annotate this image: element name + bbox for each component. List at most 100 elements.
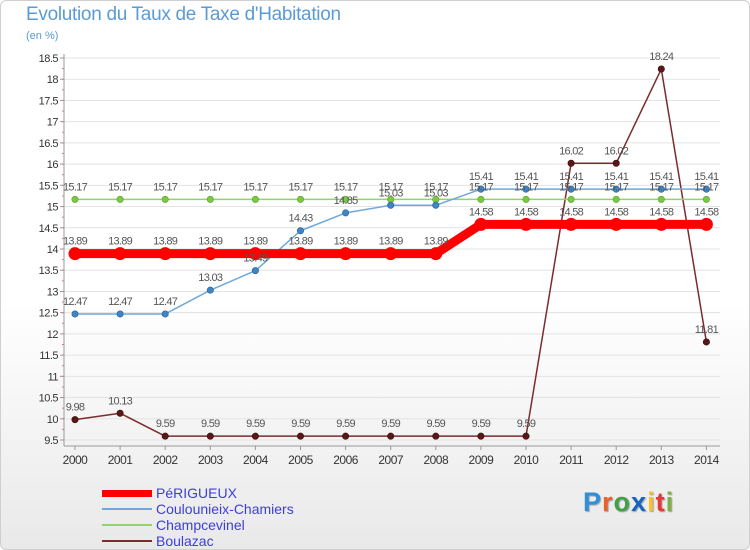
data-label-coulounieix-chamiers: 15.41: [514, 171, 539, 183]
proxiti-logo: Proxiti: [583, 487, 674, 518]
y-tick-label: 10: [47, 414, 59, 426]
x-tick-label: 2007: [378, 453, 404, 467]
data-label-coulounieix-chamiers: 15.41: [604, 171, 629, 183]
y-tick-label: 15.5: [39, 180, 59, 192]
y-tick-label: 14.5: [39, 223, 59, 235]
data-label-coulounieix-chamiers: 15.41: [649, 171, 674, 183]
data-label-champcevinel: 15.17: [198, 181, 223, 193]
data-point-champcevinel: [477, 195, 485, 203]
chart-title: Evolution du Taux de Taxe d'Habitation: [26, 4, 341, 25]
data-point-champcevinel: [116, 195, 124, 203]
data-point-perigueux: [294, 247, 307, 261]
data-label-perigueux: 13.89: [108, 236, 133, 248]
y-tick-label: 13: [47, 286, 59, 298]
data-point-perigueux: [654, 217, 668, 231]
data-label-champcevinel: 15.17: [559, 181, 584, 193]
x-tick-label: 2013: [649, 453, 675, 467]
data-point-perigueux: [203, 247, 217, 261]
x-tick-label: 2012: [604, 453, 630, 467]
y-tick-label: 18: [47, 74, 59, 86]
data-label-perigueux: 13.89: [63, 236, 88, 248]
y-tick-label: 12.5: [39, 308, 59, 320]
data-label-champcevinel: 15.17: [63, 181, 88, 193]
data-label-coulounieix-chamiers: 14.85: [334, 195, 359, 207]
data-point-coulounieix-chamiers: [702, 185, 710, 193]
data-point-champcevinel: [71, 195, 79, 203]
data-label-coulounieix-chamiers: 15.41: [469, 171, 494, 183]
data-label-boulazac: 16.02: [559, 145, 584, 157]
data-label-perigueux: 13.89: [153, 236, 178, 248]
x-tick-label: 2000: [63, 453, 89, 467]
y-tick-label: 14: [47, 244, 59, 256]
logo-letter: i: [647, 487, 656, 517]
data-label-champcevinel: 15.17: [288, 181, 313, 193]
data-point-coulounieix-chamiers: [387, 201, 395, 209]
data-label-boulazac: 9.59: [426, 418, 445, 430]
data-point-champcevinel: [612, 195, 620, 203]
x-tick-label: 2001: [108, 453, 134, 467]
x-tick-label: 2006: [333, 453, 359, 467]
data-label-coulounieix-chamiers: 12.47: [153, 296, 178, 308]
legend-swatch-champcevinel: [102, 524, 152, 526]
legend-item-coulounieix-chamiers: Coulounieix-Chamiers: [102, 501, 362, 517]
data-label-perigueux: 14.58: [604, 206, 629, 218]
data-point-perigueux: [564, 217, 578, 231]
data-point-boulazac: [477, 432, 485, 440]
data-point-coulounieix-chamiers: [612, 185, 620, 193]
data-point-boulazac: [432, 432, 440, 440]
x-tick-label: 2010: [514, 453, 540, 467]
data-point-coulounieix-chamiers: [432, 201, 440, 209]
data-label-perigueux: 14.58: [469, 206, 494, 218]
data-label-champcevinel: 15.17: [379, 181, 404, 193]
data-label-perigueux: 14.58: [649, 206, 674, 218]
data-label-boulazac: 9.59: [201, 418, 220, 430]
data-point-perigueux: [339, 247, 353, 261]
y-tick-label: 11: [48, 371, 59, 383]
logo-letter: r: [602, 487, 614, 517]
data-point-boulazac: [251, 432, 259, 440]
data-label-coulounieix-chamiers: 15.03: [424, 187, 449, 199]
data-label-boulazac: 9.59: [291, 418, 310, 430]
unit-label: (en %): [26, 30, 59, 42]
data-point-coulounieix-chamiers: [342, 209, 350, 217]
data-point-perigueux: [474, 217, 488, 231]
data-label-boulazac: 9.59: [336, 418, 355, 430]
x-tick-label: 2014: [694, 453, 720, 467]
data-point-champcevinel: [161, 195, 169, 203]
data-point-coulounieix-chamiers: [206, 286, 214, 294]
data-point-perigueux: [248, 247, 262, 261]
data-point-perigueux: [609, 217, 623, 231]
data-label-boulazac: 18.24: [649, 51, 674, 63]
data-point-coulounieix-chamiers: [477, 185, 485, 193]
x-tick-label: 2005: [288, 453, 314, 467]
data-point-coulounieix-chamiers: [116, 310, 124, 318]
data-point-coulounieix-chamiers: [657, 185, 665, 193]
y-tick-label: 11.5: [39, 350, 58, 362]
legend: PéRIGUEUX Coulounieix-Chamiers Champcevi…: [102, 485, 362, 549]
data-point-boulazac: [296, 432, 304, 440]
data-point-boulazac: [612, 159, 620, 167]
data-point-champcevinel: [567, 195, 575, 203]
y-tick-label: 16: [47, 159, 59, 171]
legend-item-boulazac: Boulazac: [102, 533, 362, 549]
data-label-champcevinel: 15.17: [243, 181, 268, 193]
data-label-perigueux: 13.89: [243, 236, 268, 248]
x-tick-label: 2009: [469, 453, 495, 467]
data-label-perigueux: 13.89: [288, 236, 313, 248]
data-point-coulounieix-chamiers: [71, 310, 79, 318]
data-point-perigueux: [429, 247, 443, 261]
data-label-coulounieix-chamiers: 13.49: [243, 253, 268, 265]
data-point-perigueux: [68, 247, 82, 261]
data-point-perigueux: [519, 217, 533, 231]
data-label-coulounieix-chamiers: 15.03: [379, 187, 404, 199]
data-label-perigueux: 14.58: [694, 206, 719, 218]
data-label-boulazac: 9.59: [246, 418, 265, 430]
legend-label-perigueux: PéRIGUEUX: [156, 485, 237, 501]
data-label-champcevinel: 15.17: [153, 181, 178, 193]
y-tick-label: 17: [47, 117, 59, 129]
data-point-boulazac: [657, 65, 665, 73]
data-point-boulazac: [71, 416, 79, 424]
data-label-boulazac: 16.02: [604, 145, 629, 157]
y-tick-label: 16.5: [39, 138, 59, 150]
data-label-coulounieix-chamiers: 13.03: [198, 272, 223, 284]
